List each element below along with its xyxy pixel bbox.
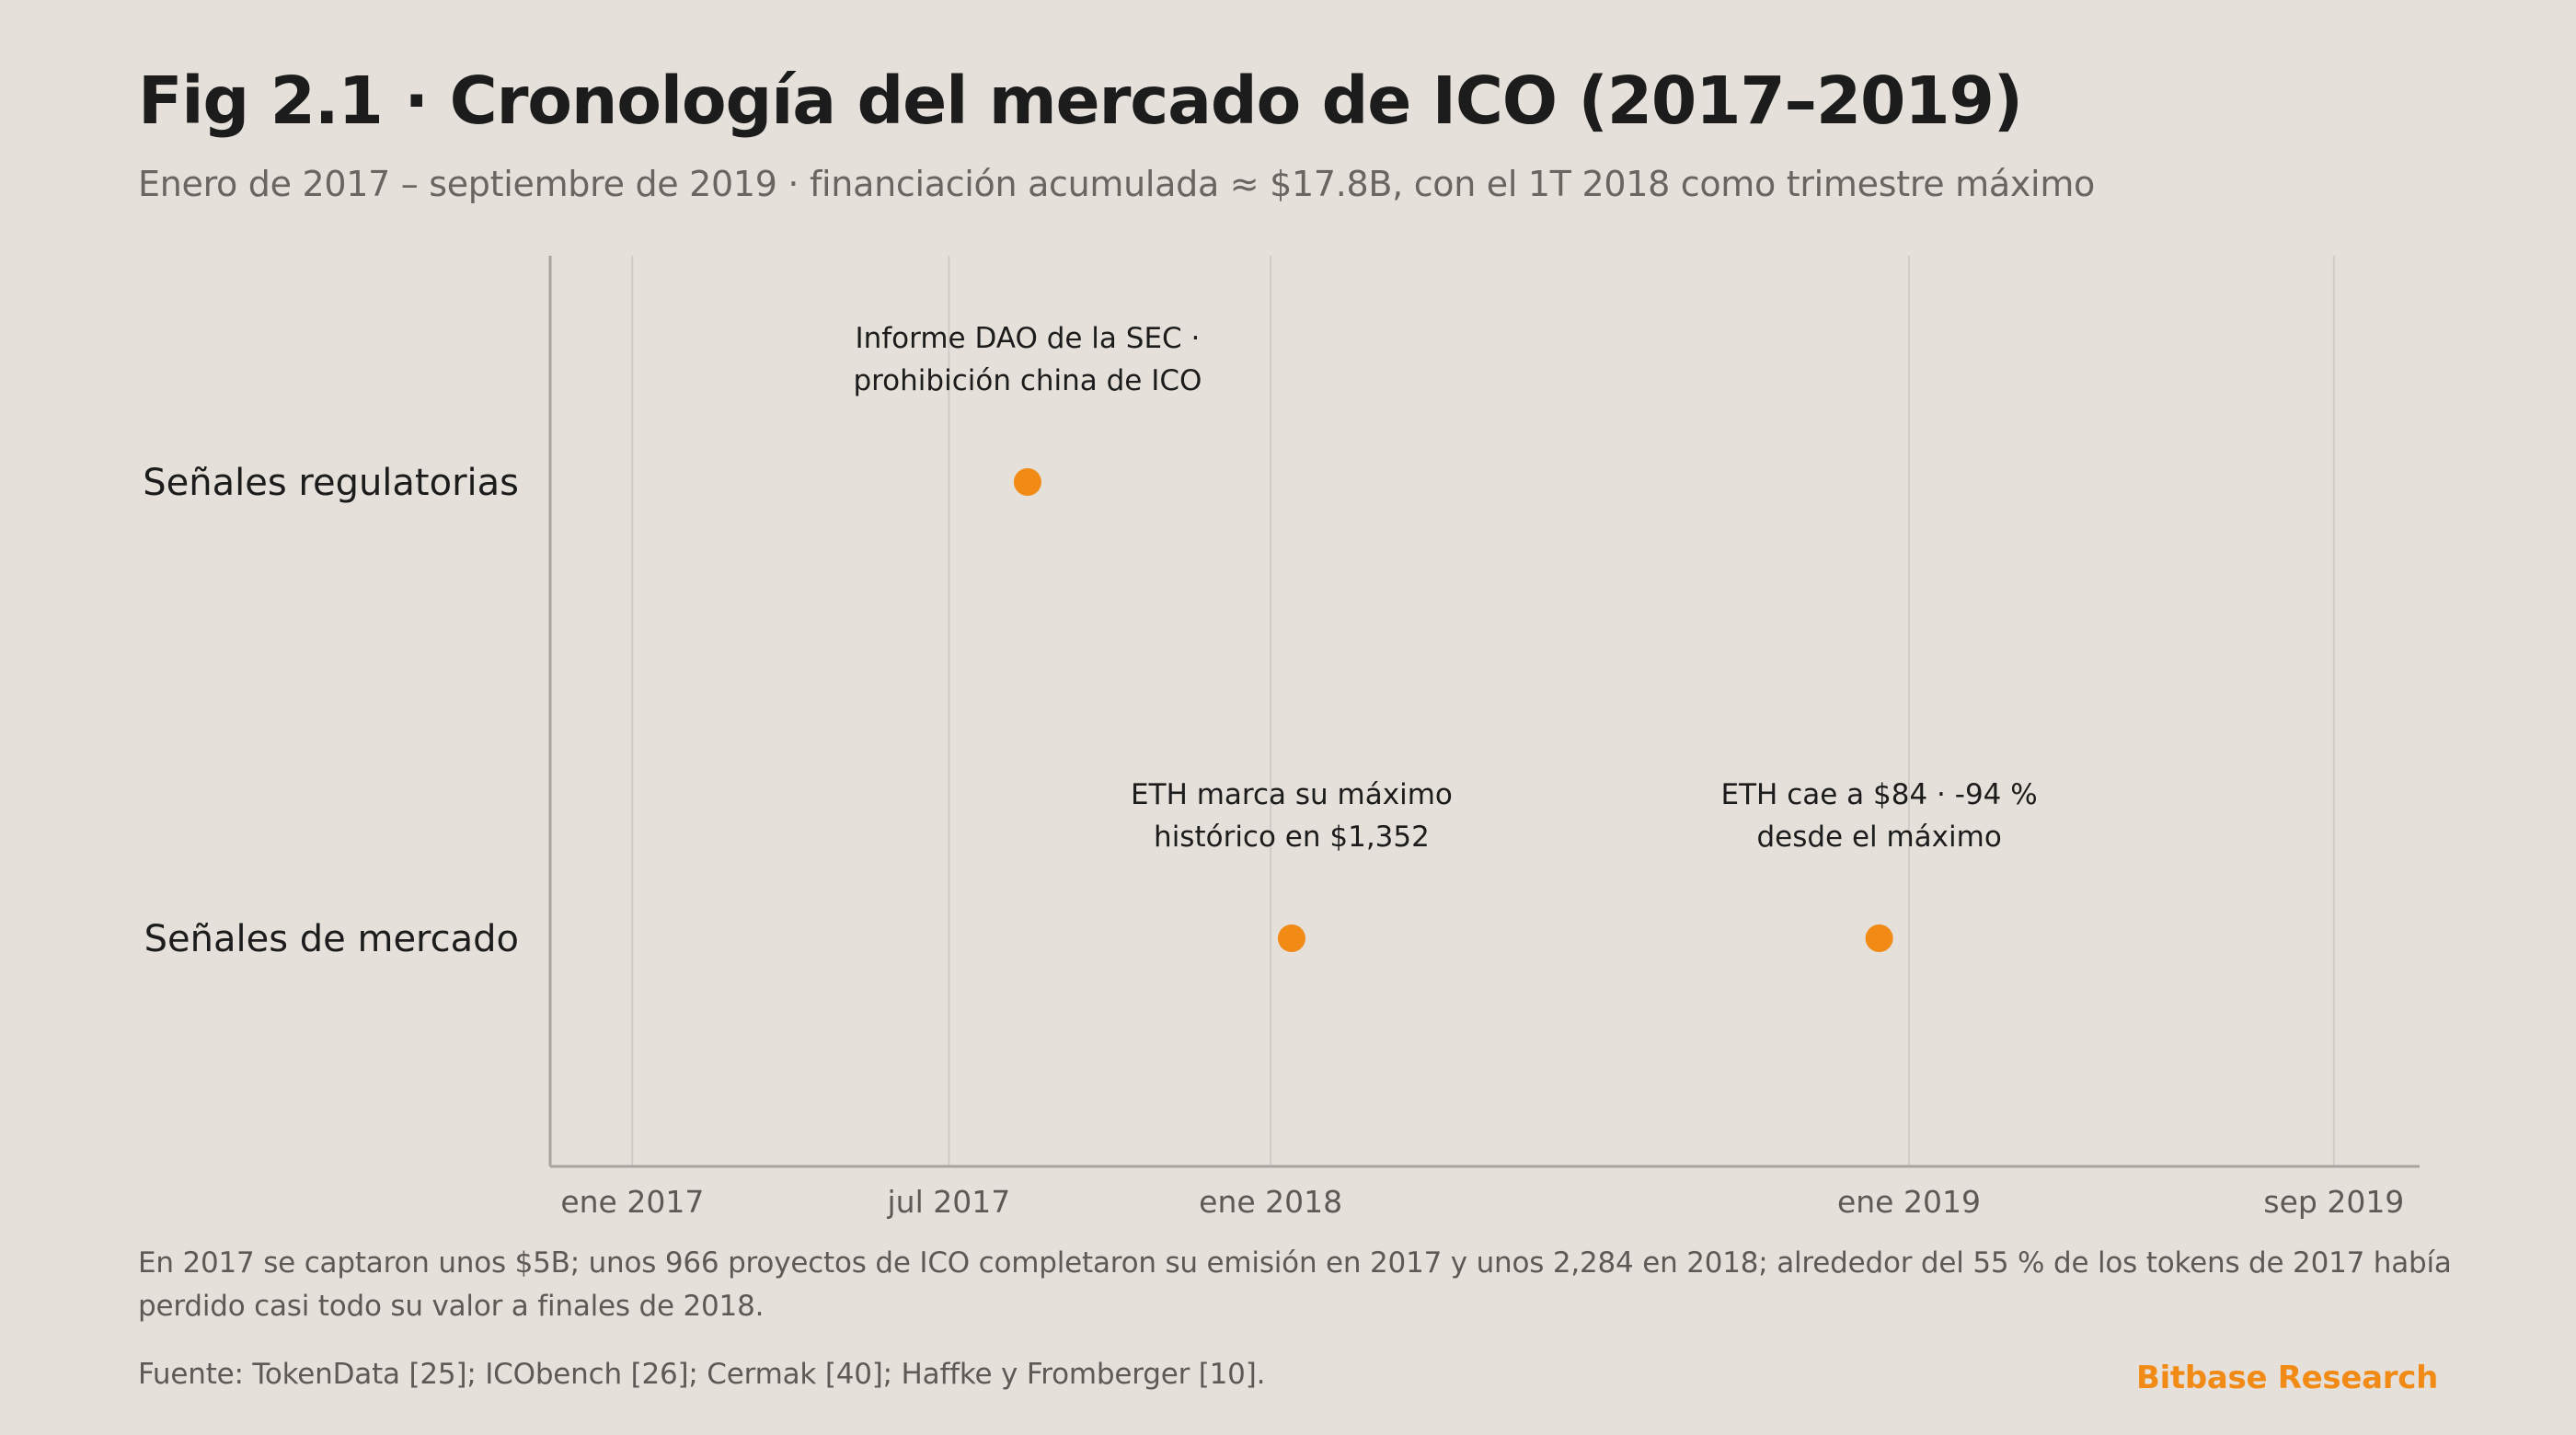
- event-point-1: [1277, 924, 1305, 952]
- event-label-0-line-0: Informe DAO de la SEC ·: [855, 322, 1200, 355]
- event-label-2-line-1: desde el máximo: [1756, 821, 2001, 854]
- event-label-1-line-0: ETH marca su máximo: [1131, 778, 1453, 811]
- source-citation: Fuente: TokenData [25]; ICObench [26]; C…: [138, 1358, 1266, 1391]
- event-point-2: [1865, 924, 1893, 952]
- x-tick-label-2: ene 2018: [1199, 1184, 1342, 1220]
- event-label-2-line-0: ETH cae a $84 · -94 %: [1721, 778, 2038, 811]
- x-tick-label-3: ene 2019: [1837, 1184, 1981, 1220]
- event-label-0-line-1: prohibición china de ICO: [853, 364, 1202, 397]
- event-label-1-line-1: histórico en $1,352: [1154, 821, 1430, 854]
- y-category-label-0: Señales regulatorias: [143, 462, 519, 504]
- event-point-0: [1013, 468, 1041, 496]
- x-tick-label-0: ene 2017: [560, 1184, 704, 1220]
- x-tick-label-1: jul 2017: [887, 1184, 1011, 1220]
- timeline-chart: ene 2017 jul 2017 ene 2018 ene 2019 sep 2019…: [143, 256, 2420, 1220]
- chart-title: Fig 2.1 · Cronología del mercado de ICO …: [138, 63, 2023, 139]
- chart-subtitle: Enero de 2017 – septiembre de 2019 · fin…: [138, 164, 2095, 204]
- brand-logo: Bitbase Research: [2135, 1360, 2438, 1396]
- footnote: En 2017 se captaron unos $5B; unos 966 p…: [138, 1246, 2452, 1323]
- y-category-label-1: Señales de mercado: [144, 918, 519, 960]
- x-tick-label-4: sep 2019: [2263, 1184, 2404, 1220]
